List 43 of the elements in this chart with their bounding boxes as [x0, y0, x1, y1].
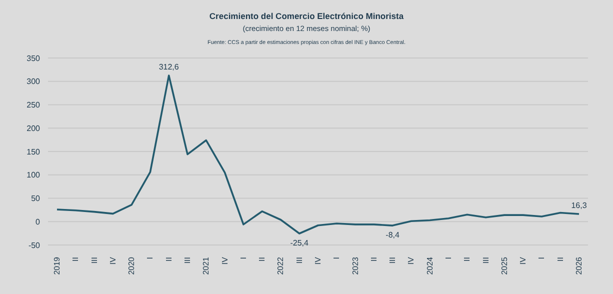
- data-label: 312,6: [158, 62, 180, 72]
- x-tick-label: 2026: [574, 256, 584, 275]
- x-tick-label: II: [164, 257, 174, 262]
- x-tick-label: III: [183, 257, 192, 264]
- data-label: -8,4: [386, 230, 400, 240]
- chart-title: Crecimiento del Comercio Electrónico Minorista: [208, 11, 405, 21]
- x-tick-label: II: [556, 257, 565, 262]
- x-tick-label: IV: [518, 256, 528, 265]
- y-tick-label: 150: [26, 147, 41, 156]
- x-tick-label: III: [90, 257, 99, 264]
- x-tick-label: 2023: [350, 256, 360, 275]
- x-tick-label: III: [294, 257, 304, 264]
- y-tick-label: 50: [31, 194, 41, 204]
- x-tick-label: I: [238, 257, 248, 260]
- x-tick-label: 2022: [276, 256, 286, 275]
- x-tick-label: I: [332, 257, 342, 260]
- y-tick-label: 250: [26, 100, 41, 110]
- x-tick-label: II: [258, 257, 267, 262]
- x-tick-label: II: [71, 257, 80, 262]
- x-tick-label: 2021: [202, 256, 211, 275]
- x-tick-label: III: [481, 257, 490, 264]
- data-label: 16,3: [571, 201, 588, 210]
- x-tick-label: IV: [406, 256, 416, 265]
- x-tick-label: IV: [108, 256, 118, 265]
- data-label: -25,4: [290, 238, 310, 248]
- x-tick-label: 2019: [52, 256, 62, 275]
- x-tick-label: 2020: [127, 256, 136, 275]
- y-tick-label: 200: [26, 124, 41, 133]
- y-tick-label: -50: [28, 240, 41, 250]
- x-tick-label: I: [146, 257, 155, 260]
- y-tick-label: 350: [26, 54, 41, 63]
- x-tick-label: 2024: [425, 256, 434, 275]
- x-tick-label: I: [444, 257, 453, 260]
- x-tick-label: IV: [314, 256, 322, 265]
- x-tick-label: IV: [220, 256, 230, 265]
- x-tick-label: III: [388, 257, 398, 264]
- y-tick-label: 100: [26, 170, 41, 180]
- x-tick-label: I: [537, 257, 546, 260]
- x-tick-label: II: [369, 257, 378, 262]
- y-tick-label: 0: [36, 217, 41, 226]
- x-tick-label: 2025: [500, 256, 509, 275]
- x-tick-label: II: [462, 257, 472, 262]
- y-tick-label: 300: [26, 77, 41, 86]
